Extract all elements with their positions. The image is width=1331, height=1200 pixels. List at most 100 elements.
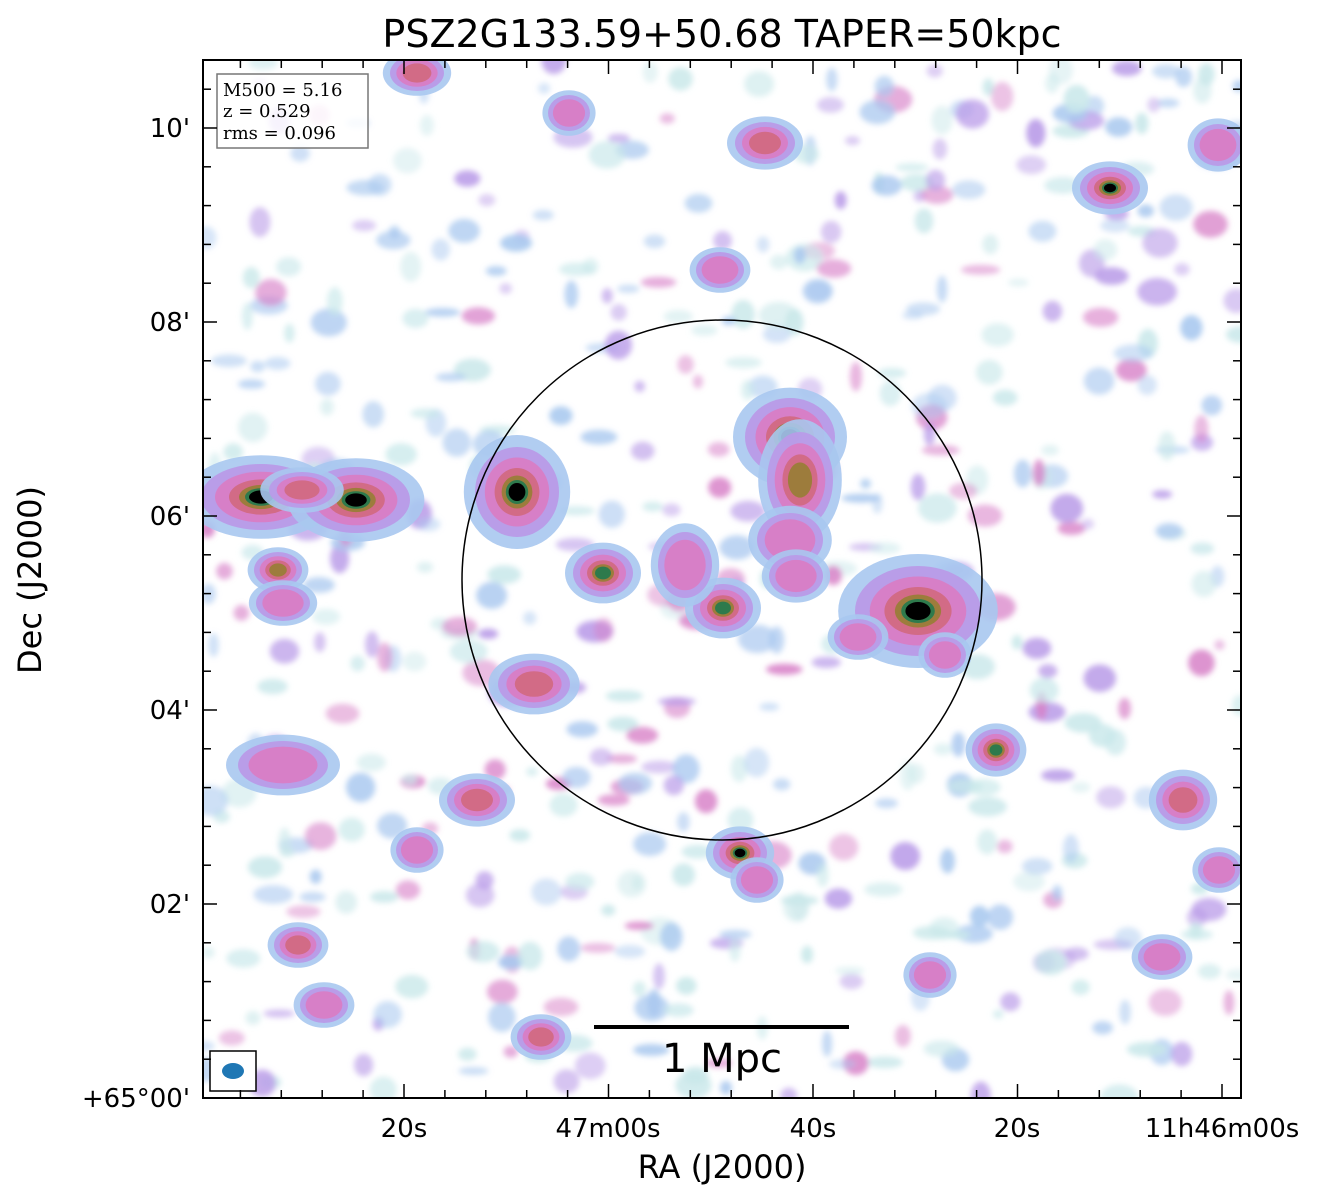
noise-blob <box>681 844 714 859</box>
noise-blob <box>1007 278 1029 287</box>
noise-blob <box>1048 60 1073 85</box>
noise-blob <box>216 562 233 580</box>
radio-source <box>827 614 889 660</box>
noise-blob <box>811 656 841 669</box>
noise-blob <box>844 136 861 146</box>
noise-blob <box>877 367 907 379</box>
radio-source <box>390 827 444 873</box>
noise-blob <box>1193 76 1212 104</box>
noise-blob <box>338 817 365 842</box>
noise-blob <box>538 82 551 94</box>
noise-blob <box>249 207 271 238</box>
noise-blob <box>642 61 658 83</box>
noise-blob <box>1063 834 1079 864</box>
noise-layer <box>203 60 1241 1098</box>
noise-blob <box>517 941 543 971</box>
source-contour <box>284 480 320 500</box>
noise-blob <box>731 299 755 329</box>
noise-blob <box>759 702 780 712</box>
noise-blob <box>276 257 302 277</box>
source-contour <box>839 623 877 651</box>
noise-blob <box>807 281 833 300</box>
noise-blob <box>633 832 667 857</box>
noise-blob <box>914 208 934 234</box>
noise-blob <box>987 904 1014 930</box>
noise-blob <box>968 797 1007 817</box>
noise-blob <box>952 180 986 199</box>
plot-frame <box>202 59 1242 1099</box>
chart-title: PSZ2G133.59+50.68 TAPER=50kpc <box>382 12 1061 56</box>
noise-blob <box>719 535 755 560</box>
noise-blob <box>719 929 752 940</box>
noise-blob <box>442 617 478 637</box>
noise-blob <box>1016 155 1047 175</box>
radio-source <box>565 542 641 604</box>
noise-blob <box>245 1010 261 1025</box>
noise-blob <box>203 226 217 250</box>
radio-source <box>727 116 803 170</box>
source-contour <box>262 589 304 617</box>
noise-blob <box>727 807 754 833</box>
noise-blob <box>1096 786 1126 809</box>
source-contour <box>508 483 526 501</box>
noise-blob <box>1155 523 1183 539</box>
noise-blob <box>315 371 341 396</box>
noise-blob <box>310 308 347 337</box>
noise-blob <box>662 503 681 517</box>
x-tick-label: 20s <box>994 1114 1041 1144</box>
noise-blob <box>549 793 578 817</box>
noise-blob <box>465 883 495 908</box>
x-tick-labels: 20s 47m00s 40s 20s 11h46m00s <box>381 1114 1300 1144</box>
noise-blob <box>610 304 627 321</box>
radio-source <box>689 247 751 293</box>
noise-blob <box>614 945 646 958</box>
noise-blob <box>640 276 677 288</box>
noise-blob <box>604 330 633 360</box>
noise-blob <box>320 398 334 416</box>
noise-blob <box>1021 857 1053 875</box>
noise-blob <box>729 936 741 962</box>
noise-blob <box>923 1040 960 1057</box>
noise-blob <box>1197 963 1221 980</box>
radio-source <box>248 580 318 626</box>
noise-blob <box>312 608 341 625</box>
source-contour <box>664 539 706 591</box>
noise-blob <box>1022 637 1052 659</box>
noise-blob <box>617 284 640 293</box>
noise-blob <box>543 997 579 1017</box>
scale-bar-label: 1 Mpc <box>662 1036 782 1082</box>
noise-blob <box>756 236 770 253</box>
noise-blob <box>248 60 278 70</box>
noise-blob <box>503 1045 519 1058</box>
noise-blob <box>633 981 646 997</box>
noise-blob <box>675 1071 712 1098</box>
noise-blob <box>977 829 997 855</box>
noise-blob <box>866 1056 903 1069</box>
noise-blob <box>1188 922 1203 939</box>
noise-blob <box>918 493 957 523</box>
noise-blob <box>373 1001 403 1028</box>
noise-blob <box>1148 988 1182 1017</box>
noise-blob <box>400 251 422 282</box>
radio-source <box>267 922 329 968</box>
radio-source <box>1072 161 1148 215</box>
noise-blob <box>653 963 665 990</box>
noise-blob <box>1147 97 1161 113</box>
noise-blob <box>744 71 775 97</box>
x-tick-label: 11h46m00s <box>1145 1114 1300 1144</box>
noise-blob <box>286 905 321 919</box>
noise-blob <box>1041 444 1059 456</box>
radio-source <box>463 435 571 549</box>
noise-blob <box>424 307 461 317</box>
noise-blob <box>634 380 646 393</box>
noise-blob <box>762 325 792 344</box>
beam-box <box>209 1050 257 1092</box>
noise-blob <box>1013 871 1045 892</box>
source-contour <box>285 935 311 955</box>
noise-blob <box>354 1053 374 1077</box>
noise-blob <box>377 642 393 672</box>
noise-blob <box>676 976 697 995</box>
noise-blob <box>737 624 777 654</box>
noise-blob <box>705 1058 733 1068</box>
noise-blob <box>1028 220 1057 242</box>
